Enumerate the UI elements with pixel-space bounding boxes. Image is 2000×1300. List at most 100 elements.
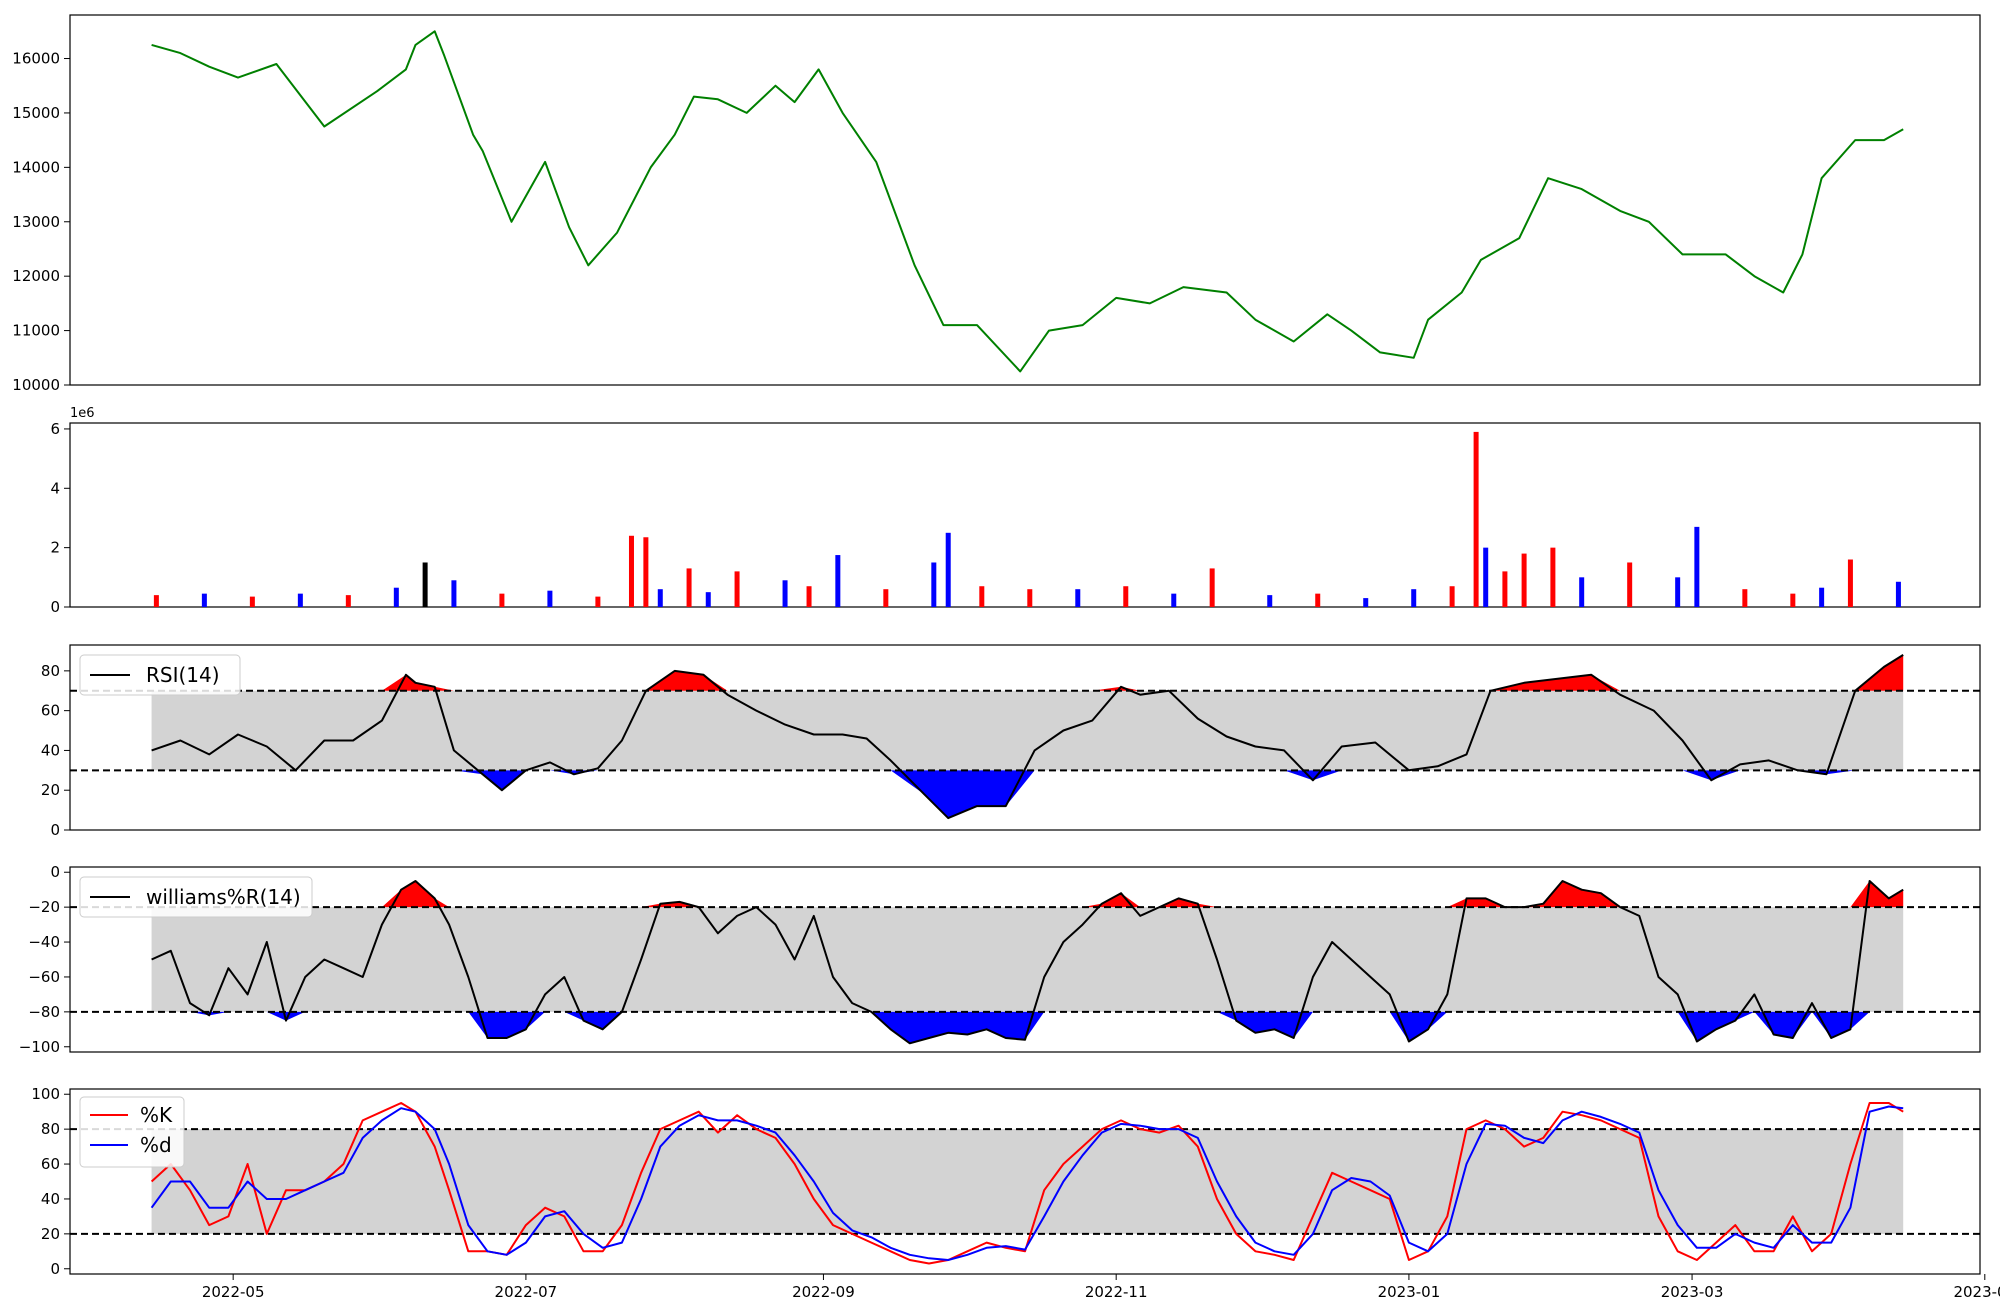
volume-bar (835, 555, 841, 607)
volume-bar (1521, 553, 1527, 607)
volume-bar (806, 586, 812, 607)
williams-legend-label: williams%R(14) (146, 885, 301, 909)
williams-legend-box (79, 876, 313, 918)
volume-scale-label: 1e6 (70, 406, 95, 421)
price-ytick-label: 12000 (12, 267, 60, 285)
volume-bar (1895, 581, 1901, 607)
volume-bar (499, 593, 505, 607)
rsi-panel: 0 20 40 60 80 RSI(14) (41, 644, 1981, 839)
volume-ytick-label: 6 (50, 420, 60, 438)
rsi-legend: RSI(14) (79, 654, 241, 696)
stochastic-ytick-label: 20 (41, 1225, 60, 1243)
volume-bar (1123, 586, 1129, 607)
volume-bar (1790, 593, 1796, 607)
volume-bar (1411, 589, 1417, 607)
volume-bar (1363, 598, 1369, 607)
price-series-line (151, 30, 1904, 373)
volume-bar (153, 595, 159, 607)
xtick-label: 2023-01 (1378, 1283, 1441, 1300)
volume-bar (734, 571, 740, 607)
volume-bar (657, 589, 663, 607)
williams-ytick-label: −80 (28, 1003, 60, 1021)
volume-bar (883, 589, 889, 607)
volume-ytick-label: 0 (50, 598, 60, 616)
volume-ytick-label: 2 (50, 539, 60, 557)
price-panel: 10000 11000 12000 13000 14000 15000 16000 (12, 14, 1981, 394)
stochastic-legend: %K %d (79, 1096, 185, 1168)
price-axes-frame (69, 14, 1981, 386)
price-ytick-label: 15000 (12, 104, 60, 122)
volume-bar (297, 593, 303, 607)
volume-bar (782, 580, 788, 607)
volume-bar (1473, 431, 1479, 607)
volume-bar (422, 562, 428, 607)
volume-bar (451, 580, 457, 607)
stochastic-ytick-label: 0 (50, 1260, 60, 1278)
volume-bar (1694, 526, 1700, 607)
rsi-ytick-label: 60 (41, 702, 60, 720)
xtick-label: 2022-11 (1085, 1283, 1148, 1300)
volume-ytick-label: 4 (50, 479, 60, 497)
volume-bar (249, 596, 255, 607)
rsi-ytick-label: 0 (50, 821, 60, 839)
volume-panel: 0 2 4 6 1e6 (50, 406, 1981, 616)
volume-bar (705, 592, 711, 607)
xtick-label: 2023-03 (1661, 1283, 1724, 1300)
volume-bar (1171, 593, 1177, 607)
volume-bar (1675, 577, 1681, 607)
volume-bar (1847, 559, 1853, 607)
rsi-neutral-band (151, 690, 1904, 771)
price-ytick-label: 14000 (12, 158, 60, 176)
volume-bar (201, 593, 207, 607)
volume-bar (345, 595, 351, 607)
price-ytick-label: 10000 (12, 376, 60, 394)
volume-bar (1742, 589, 1748, 607)
volume-bar (1267, 595, 1273, 607)
stochastic-ytick-label: 60 (41, 1155, 60, 1173)
volume-bar (1449, 586, 1455, 607)
xtick-label: 2022-07 (495, 1283, 558, 1300)
rsi-series-line (151, 654, 1904, 820)
williams-series-line (151, 880, 1904, 1045)
stochastic-series-line-1 (150, 1105, 1904, 1261)
xtick-label: 2022-05 (202, 1283, 265, 1300)
stochastic-neutral-band (151, 1129, 1904, 1234)
volume-bar (945, 532, 951, 607)
rsi-legend-label: RSI(14) (146, 663, 220, 687)
volume-bar (1209, 568, 1215, 607)
williams-ytick-label: −20 (28, 898, 60, 916)
volume-bar (979, 586, 985, 607)
price-ytick-label: 11000 (12, 322, 60, 340)
williams-panel: −100 −80 −60 −40 −20 0 williams%R(14) (19, 863, 1981, 1056)
volume-bar (1627, 562, 1633, 607)
volume-bar (393, 587, 399, 607)
volume-bar (628, 535, 634, 607)
volume-axes-frame (69, 422, 1981, 608)
volume-bar (595, 596, 601, 607)
stochastic-ytick-label: 100 (31, 1085, 60, 1103)
stochastic-ytick-label: 40 (41, 1190, 60, 1208)
williams-ytick-label: 0 (50, 863, 60, 881)
stochastic-series-line-0 (150, 1102, 1904, 1265)
williams-legend: williams%R(14) (79, 876, 313, 918)
stochastic-legend-label: %d (140, 1133, 172, 1157)
rsi-ytick-label: 80 (41, 662, 60, 680)
stochastic-panel: 0 20 40 60 80 100 %K %d (31, 1085, 1981, 1278)
stochastic-legend-label: %K (140, 1103, 173, 1127)
volume-bar (931, 562, 937, 607)
xtick-label: 2023-05 (1953, 1283, 2000, 1300)
volume-bar (1579, 577, 1585, 607)
price-ytick-label: 13000 (12, 213, 60, 231)
volume-bar (1075, 589, 1081, 607)
williams-neutral-band (151, 907, 1904, 1012)
rsi-ytick-label: 20 (41, 781, 60, 799)
volume-bar (1027, 589, 1033, 607)
williams-ytick-label: −40 (28, 933, 60, 951)
volume-bar (1483, 547, 1489, 607)
volume-bar (1819, 587, 1825, 607)
volume-bar (1550, 547, 1556, 607)
williams-oversold-fill (151, 1011, 1904, 1044)
williams-ytick-label: −100 (19, 1038, 60, 1056)
stochastic-ytick-label: 80 (41, 1120, 60, 1138)
